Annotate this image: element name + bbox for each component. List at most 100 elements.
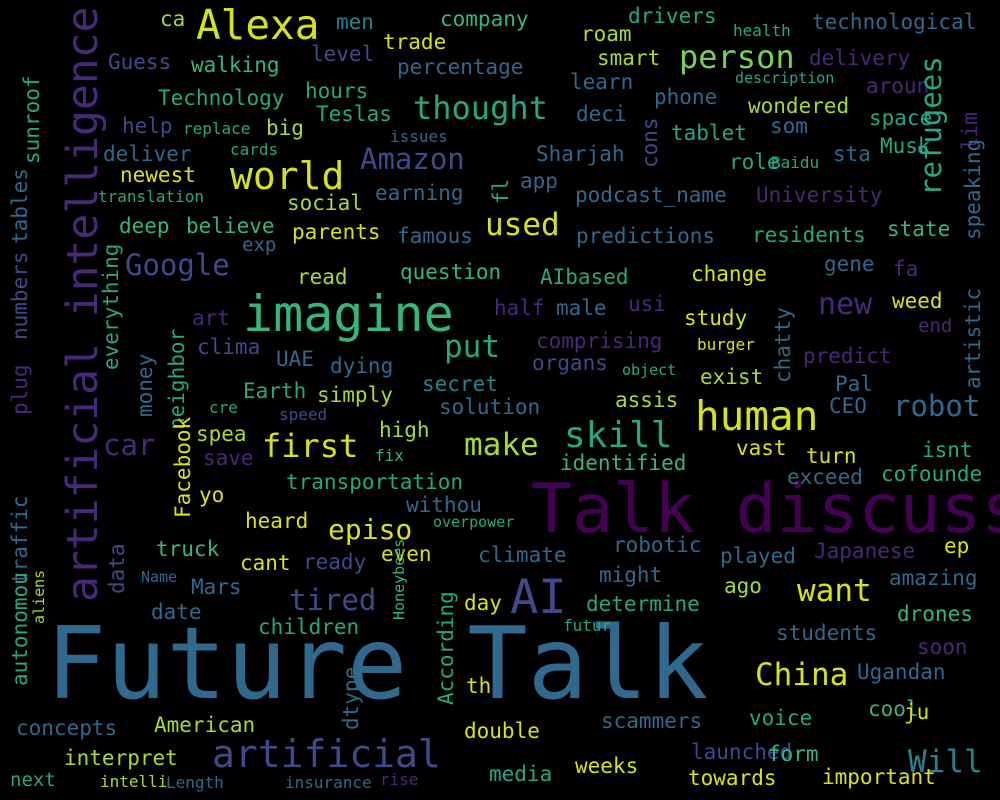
word-media: rise bbox=[380, 770, 419, 789]
word-earning: earning bbox=[375, 181, 464, 205]
word-cards: cards bbox=[230, 140, 279, 159]
word-cant: cant bbox=[240, 551, 291, 575]
word-weeks: media bbox=[489, 762, 553, 786]
word-cons: fl bbox=[489, 178, 513, 204]
word-hours: hours bbox=[305, 79, 369, 103]
word-fix: fix bbox=[375, 446, 404, 465]
word-children: children bbox=[258, 615, 360, 639]
word-according: artistic bbox=[961, 287, 985, 389]
word-important: form bbox=[768, 742, 819, 766]
word-form: launched bbox=[691, 740, 793, 764]
word-data: Facebook bbox=[171, 416, 195, 518]
word-state: state bbox=[887, 217, 951, 241]
word-residents: residents bbox=[752, 223, 866, 247]
word-change: change bbox=[691, 262, 767, 286]
word-futur: futur bbox=[563, 616, 612, 635]
word-double: American bbox=[154, 713, 256, 737]
word-withou: withou bbox=[406, 493, 482, 517]
word-make: make bbox=[464, 427, 539, 463]
word-launched: interpret bbox=[64, 746, 178, 770]
word-facebook: neighbor bbox=[165, 328, 189, 430]
word-autonomou: traffic bbox=[8, 495, 32, 584]
word-might: might bbox=[599, 563, 663, 587]
word-aliens: autonomou bbox=[8, 572, 32, 686]
word-sta: sta bbox=[833, 142, 871, 166]
word-social: social bbox=[287, 191, 363, 215]
word-google: Google bbox=[125, 248, 230, 282]
word-played: played bbox=[720, 544, 796, 568]
word-amazing: amazing bbox=[889, 566, 978, 590]
word-vast: vast bbox=[736, 436, 787, 460]
word-interpret: double bbox=[464, 719, 540, 743]
word-famous: famous bbox=[397, 224, 473, 248]
word-drones: drones bbox=[897, 602, 973, 626]
word-deci: deci bbox=[576, 102, 627, 126]
word-day: day bbox=[464, 591, 502, 615]
word-speed: speed bbox=[279, 405, 328, 424]
word-world: world bbox=[230, 154, 345, 198]
word-deep: deep bbox=[119, 214, 170, 238]
word-soon: soon bbox=[917, 635, 968, 659]
word-burger: burger bbox=[697, 335, 755, 354]
word-tablet: tablet bbox=[671, 121, 747, 145]
word-art: art bbox=[192, 306, 230, 330]
word-tables: numbers bbox=[8, 251, 32, 340]
word-ai: AI bbox=[510, 570, 567, 625]
word-musk: Musk bbox=[880, 134, 931, 158]
word-believe: believe bbox=[186, 214, 275, 238]
word-future-talk: Future Talk bbox=[46, 605, 709, 722]
word-roam: roam bbox=[581, 22, 632, 46]
word-yo: yo bbox=[199, 483, 225, 507]
word-learn: learn bbox=[570, 70, 634, 94]
word-scammers: voice bbox=[749, 706, 813, 730]
word-company: company bbox=[440, 7, 529, 31]
word-role: role bbox=[729, 150, 780, 174]
word-issues: issues bbox=[390, 127, 448, 146]
word-climate: climate bbox=[478, 543, 567, 567]
word-artistic: chatty bbox=[771, 307, 795, 383]
word-rise: insurance bbox=[285, 773, 372, 792]
word-technological: technological bbox=[812, 10, 977, 34]
word-ago: ago bbox=[724, 574, 762, 598]
word-overpower: overpower bbox=[433, 513, 515, 531]
word-will: Will bbox=[908, 744, 983, 780]
word-ju: cool bbox=[868, 697, 919, 721]
word-exp: exp bbox=[242, 234, 277, 256]
word-predictions: predictions bbox=[576, 224, 716, 248]
word-exist: exist bbox=[700, 365, 764, 389]
word-voice: ju bbox=[904, 700, 930, 724]
word-level: level bbox=[311, 42, 375, 66]
word-put: put bbox=[444, 329, 500, 365]
word-amazon: Amazon bbox=[360, 142, 465, 176]
word-solution: solution bbox=[439, 395, 541, 419]
word-deliver: deliver bbox=[103, 142, 192, 166]
word-neighbor: money bbox=[133, 353, 157, 417]
word-cre: cre bbox=[209, 398, 238, 417]
word-intelli: next bbox=[10, 769, 56, 791]
word-trade: trade bbox=[383, 30, 447, 54]
word-read: read bbox=[297, 265, 348, 289]
word-length: intelli bbox=[100, 772, 168, 791]
word-mars: Mars bbox=[191, 575, 242, 599]
word-transportation: transportation bbox=[286, 470, 464, 494]
word-used: used bbox=[485, 207, 560, 243]
word-parents: parents bbox=[292, 220, 381, 244]
word-alexa: Alexa bbox=[196, 1, 320, 49]
word-episo: episo bbox=[328, 513, 413, 546]
word-towards: weeks bbox=[575, 754, 639, 778]
word-object: object bbox=[622, 361, 677, 379]
word-cool: dtype bbox=[339, 666, 363, 730]
word-question: question bbox=[400, 260, 502, 284]
word-car: car bbox=[103, 428, 156, 462]
word-pal: Pal bbox=[835, 372, 873, 396]
word-next: important bbox=[822, 765, 936, 789]
word-assis: assis bbox=[615, 388, 679, 412]
word-turn: turn bbox=[806, 444, 857, 468]
word-new: new bbox=[818, 287, 873, 322]
word-health: health bbox=[733, 21, 791, 40]
word-sunroof: towards bbox=[688, 766, 777, 790]
word-japanese: Japanese bbox=[814, 539, 916, 563]
word-technology: Technology bbox=[158, 86, 285, 110]
word-concepts: scammers bbox=[601, 709, 703, 733]
